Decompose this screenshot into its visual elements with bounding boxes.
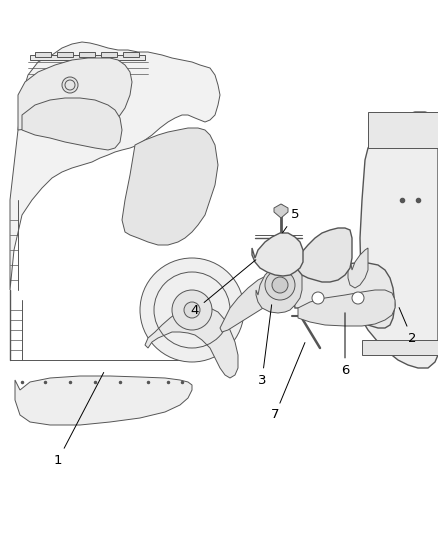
Polygon shape [30, 55, 145, 60]
Polygon shape [15, 376, 192, 425]
Polygon shape [298, 290, 395, 326]
Text: 4: 4 [191, 260, 256, 317]
Polygon shape [256, 260, 302, 313]
Polygon shape [252, 233, 303, 276]
Text: 3: 3 [258, 305, 272, 386]
Polygon shape [154, 263, 216, 345]
Polygon shape [123, 52, 139, 57]
Circle shape [140, 258, 244, 362]
Circle shape [172, 290, 212, 330]
Polygon shape [122, 128, 218, 245]
Circle shape [272, 277, 288, 293]
Circle shape [312, 292, 324, 304]
Polygon shape [368, 112, 438, 148]
Circle shape [265, 270, 295, 300]
Polygon shape [293, 228, 352, 282]
Polygon shape [293, 263, 395, 328]
Polygon shape [145, 305, 238, 378]
Polygon shape [35, 52, 51, 57]
Polygon shape [22, 98, 122, 150]
Text: 2: 2 [399, 308, 416, 344]
Circle shape [352, 292, 364, 304]
Text: 1: 1 [54, 373, 104, 466]
Polygon shape [57, 52, 73, 57]
Text: 6: 6 [341, 313, 349, 376]
Polygon shape [274, 204, 288, 218]
Polygon shape [10, 42, 220, 290]
Polygon shape [79, 52, 95, 57]
Polygon shape [101, 52, 117, 57]
Circle shape [62, 77, 78, 93]
Polygon shape [18, 58, 132, 130]
Circle shape [184, 302, 200, 318]
Polygon shape [220, 272, 282, 332]
Text: 5: 5 [283, 208, 299, 233]
Polygon shape [360, 112, 438, 368]
Polygon shape [362, 340, 438, 355]
Text: 7: 7 [271, 343, 305, 422]
Polygon shape [348, 248, 368, 288]
